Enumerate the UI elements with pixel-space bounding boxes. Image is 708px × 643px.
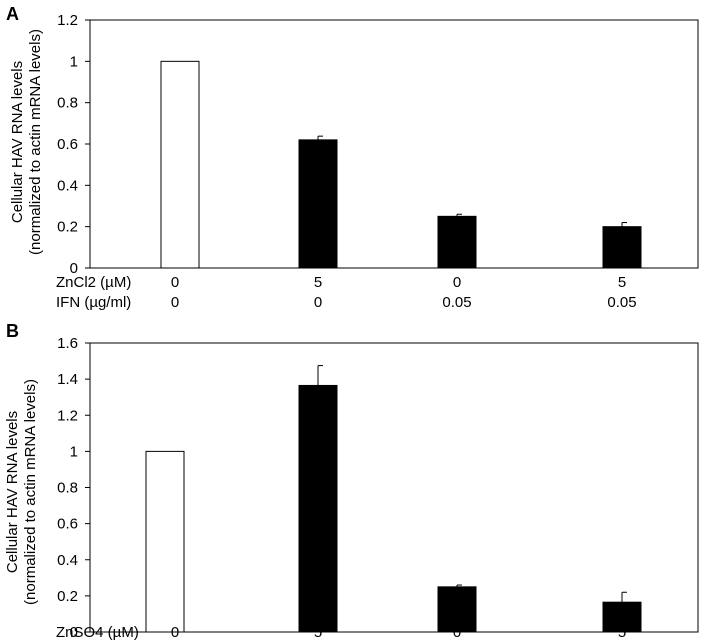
treatment-row-label: ZnSO4 (µM) (56, 624, 139, 641)
bar (160, 60, 200, 269)
treatment-value: 0 (171, 294, 179, 311)
y-axis-label-line1: Cellular HAV RNA levels (4, 411, 21, 573)
y-tick-label: 1 (70, 53, 78, 70)
error-bars (317, 135, 627, 227)
y-axis-label-line2: (normalized to actin mRNA levels) (27, 29, 44, 255)
treatment-value: 0.05 (442, 294, 471, 311)
treatment-value: 0.05 (607, 294, 636, 311)
error-bar (317, 365, 323, 386)
y-ticks: 0 0.2 0.4 0.6 0.8 1 1.2 1.4 1.6 (57, 335, 90, 641)
y-tick-label: 1.6 (57, 335, 78, 352)
treatment-value: 0 (453, 624, 461, 641)
treatment-value: 5 (618, 624, 626, 641)
treatment-value: 0 (171, 274, 179, 291)
error-bars (317, 365, 627, 603)
treatment-value: 0 (453, 274, 461, 291)
bar (437, 586, 477, 633)
treatment-value: 0 (314, 294, 322, 311)
panel-label: A (6, 4, 19, 24)
y-tick-label: 0.8 (57, 480, 78, 497)
y-tick-label: 0.4 (57, 552, 78, 569)
treatment-value: 0 (171, 624, 179, 641)
y-tick-label: 0.2 (57, 588, 78, 605)
y-tick-label: 0.6 (57, 136, 78, 153)
y-tick-label: 0 (70, 260, 78, 277)
bars (145, 384, 642, 633)
y-tick-label: 1.4 (57, 371, 78, 388)
y-tick-label: 0.2 (57, 219, 78, 236)
treatment-row-label: IFN (µg/ml) (56, 294, 131, 311)
y-tick-label: 1 (70, 443, 78, 460)
y-tick-label: 1.2 (57, 12, 78, 29)
error-bar (317, 135, 323, 140)
y-tick-label: 0.8 (57, 95, 78, 112)
bar (437, 215, 477, 269)
treatment-row-label: ZnCl2 (µM) (56, 274, 131, 291)
treatment-rows: ZnCl2 (µM) 0 5 0 5 IFN (µg/ml) 0 0 0.05 0.05 (56, 274, 637, 311)
panel-a: A Cellular HAV RNA levels (normalized to… (6, 4, 699, 311)
treatment-value: 5 (618, 274, 626, 291)
treatment-value: 5 (314, 274, 322, 291)
y-axis-label-line2: (normalized to actin mRNA levels) (22, 379, 39, 605)
error-bar (456, 213, 462, 217)
bar (298, 384, 338, 633)
y-tick-label: 1.2 (57, 407, 78, 424)
treatment-value: 5 (314, 624, 322, 641)
panel-b: B Cellular HAV RNA levels (normalized to… (4, 321, 699, 641)
y-ticks: 0 0.2 0.4 0.6 0.8 1 1.2 (57, 12, 90, 277)
bar (298, 139, 338, 269)
error-bar (621, 591, 627, 603)
y-tick-label: 0.6 (57, 516, 78, 533)
bar (602, 226, 642, 269)
bar (145, 450, 185, 633)
bars (160, 60, 642, 269)
y-tick-label: 0.4 (57, 177, 78, 194)
panel-label: B (6, 321, 19, 341)
error-bar (621, 222, 627, 227)
y-tick-label: 0 (70, 624, 78, 641)
y-axis-label-line1: Cellular HAV RNA levels (9, 61, 26, 223)
error-bar (456, 584, 462, 587)
